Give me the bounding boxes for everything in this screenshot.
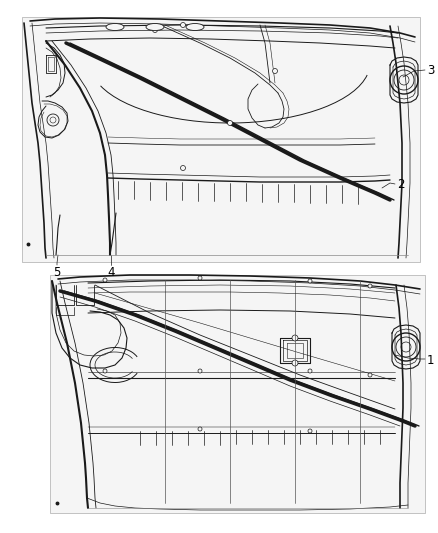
Circle shape [292, 360, 298, 366]
Circle shape [308, 369, 312, 373]
Text: 1: 1 [427, 353, 434, 367]
Circle shape [292, 335, 298, 341]
Circle shape [180, 166, 186, 171]
Ellipse shape [186, 23, 204, 30]
Text: 5: 5 [53, 266, 61, 279]
FancyBboxPatch shape [22, 17, 420, 262]
Circle shape [272, 69, 278, 74]
Circle shape [308, 279, 312, 283]
Circle shape [198, 369, 202, 373]
Circle shape [103, 369, 107, 373]
Circle shape [198, 276, 202, 280]
Circle shape [227, 120, 233, 125]
Circle shape [368, 373, 372, 377]
Circle shape [198, 427, 202, 431]
Circle shape [368, 284, 372, 288]
Circle shape [152, 28, 158, 33]
Circle shape [180, 22, 186, 28]
Ellipse shape [146, 23, 164, 30]
Text: 3: 3 [427, 63, 434, 77]
Circle shape [103, 278, 107, 282]
Text: 4: 4 [107, 266, 115, 279]
Ellipse shape [106, 23, 124, 30]
FancyBboxPatch shape [50, 275, 425, 513]
Circle shape [308, 429, 312, 433]
Text: 2: 2 [397, 177, 405, 190]
